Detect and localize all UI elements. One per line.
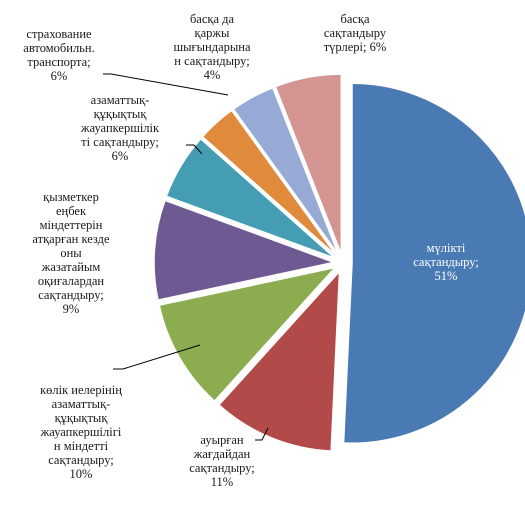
labels-layer: мүлікті сақтандыру; 51%ауырған жағдайдан сақ… [23,12,479,489]
slices-layer [153,73,525,452]
slice-label-line: 10% [70,467,93,481]
slice-label-6: страхование автомобильн. транспорта; 6% [23,27,94,83]
slice-label-line: сақтандыру; [189,461,255,475]
slice-label-4: қызметкер еңбек міндеттерін атқарған кезде о… [32,190,110,316]
pie-slice-8 [274,73,343,255]
slice-label-5: азаматтық-құқықтық жауапкершілік ті сақтан… [80,93,160,163]
slice-label-line: көлік иелерінің [40,383,122,397]
slice-label-1: мүлікті сақтандыру; 51% [413,241,479,283]
pie-slice-1 [342,82,525,444]
slice-label-line: құқықтық [55,411,109,425]
slice-label-2: ауырған жағдайдан сақтандыру; 11% [189,433,255,489]
slice-label-line: н сақтандыру; [174,54,249,68]
slice-label-line: 4% [204,68,221,82]
slice-label-line: қызметкер [43,190,99,204]
pie-slice-6 [201,109,338,257]
slice-label-line: жазатайым [41,260,101,274]
slice-label-line: міндеттерін [40,218,103,232]
slice-label-line: түрлері; 6% [324,40,387,54]
slice-label-line: оны [60,246,82,260]
slice-label-line: құқықтық [94,107,148,121]
slice-label-line: сақтандыру [324,26,387,40]
slice-label-line: шығындарына [173,40,250,54]
slice-label-line: 51% [435,269,458,283]
slice-label-line: мүлікті [427,241,466,255]
leader-line-6 [103,73,229,96]
slice-label-line: қаржы [195,26,231,40]
slice-label-7: басқа да қаржы шығындарына н сақтандыру; 4% [173,12,250,82]
slice-label-line: еңбек [56,204,87,218]
slice-label-line: оқиғалардан [38,274,105,288]
slice-label-line: 6% [112,149,129,163]
leader-line-3 [113,344,201,370]
slice-label-line: жағдайдан [193,447,251,461]
slice-label-line: сақтандыру; [38,288,104,302]
slice-label-line: 9% [63,302,80,316]
pie-slice-2 [217,269,341,452]
slice-label-line: басқа [340,12,370,26]
leader-lines-layer [103,73,269,441]
slice-label-line: сақтандыру; [48,453,114,467]
slice-label-line: автомобильн. [23,41,94,55]
pie-slice-4 [153,199,337,301]
slice-label-line: 6% [51,69,68,83]
slice-label-line: азаматтық- [52,397,111,411]
leader-line-2 [255,427,269,441]
slice-label-line: жауапкершілігі [40,425,122,439]
slice-label-line: транспорта; [27,55,90,69]
leader-line-5 [186,144,203,155]
slice-label-line: ауырған [200,433,243,447]
slice-label-line: атқарған кезде [32,232,110,246]
slice-label-8: басқа сақтандыру түрлері; 6% [324,12,387,54]
slice-label-3: көлік иелерінің азаматтық-құқықтық жауапке… [40,383,123,481]
pie-slice-5 [165,137,336,260]
slice-label-line: басқа да [190,12,235,26]
slice-label-line: азаматтық- [91,93,150,107]
pie-slice-7 [232,86,340,256]
slice-label-line: н міндетті [54,439,109,453]
slice-label-line: сақтандыру; [413,255,479,269]
slice-label-line: 11% [211,475,233,489]
pie-slice-3 [158,266,338,403]
slice-label-line: жауапкершілік [80,121,160,135]
slice-label-line: ті сақтандыру; [81,135,159,149]
slice-label-line: страхование [26,27,92,41]
